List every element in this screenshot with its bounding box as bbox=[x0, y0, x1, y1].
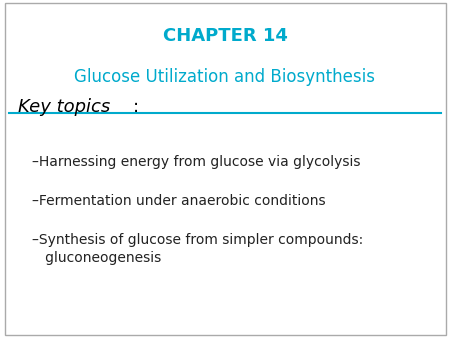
Text: CHAPTER 14: CHAPTER 14 bbox=[162, 27, 288, 45]
Text: –Harnessing energy from glucose via glycolysis: –Harnessing energy from glucose via glyc… bbox=[32, 155, 360, 169]
Text: :: : bbox=[133, 98, 139, 116]
Text: Glucose Utilization and Biosynthesis: Glucose Utilization and Biosynthesis bbox=[75, 68, 375, 86]
Text: –Synthesis of glucose from simpler compounds:
   gluconeogenesis: –Synthesis of glucose from simpler compo… bbox=[32, 233, 363, 265]
Text: Key topics: Key topics bbox=[18, 98, 110, 116]
Text: –Fermentation under anaerobic conditions: –Fermentation under anaerobic conditions bbox=[32, 194, 325, 208]
